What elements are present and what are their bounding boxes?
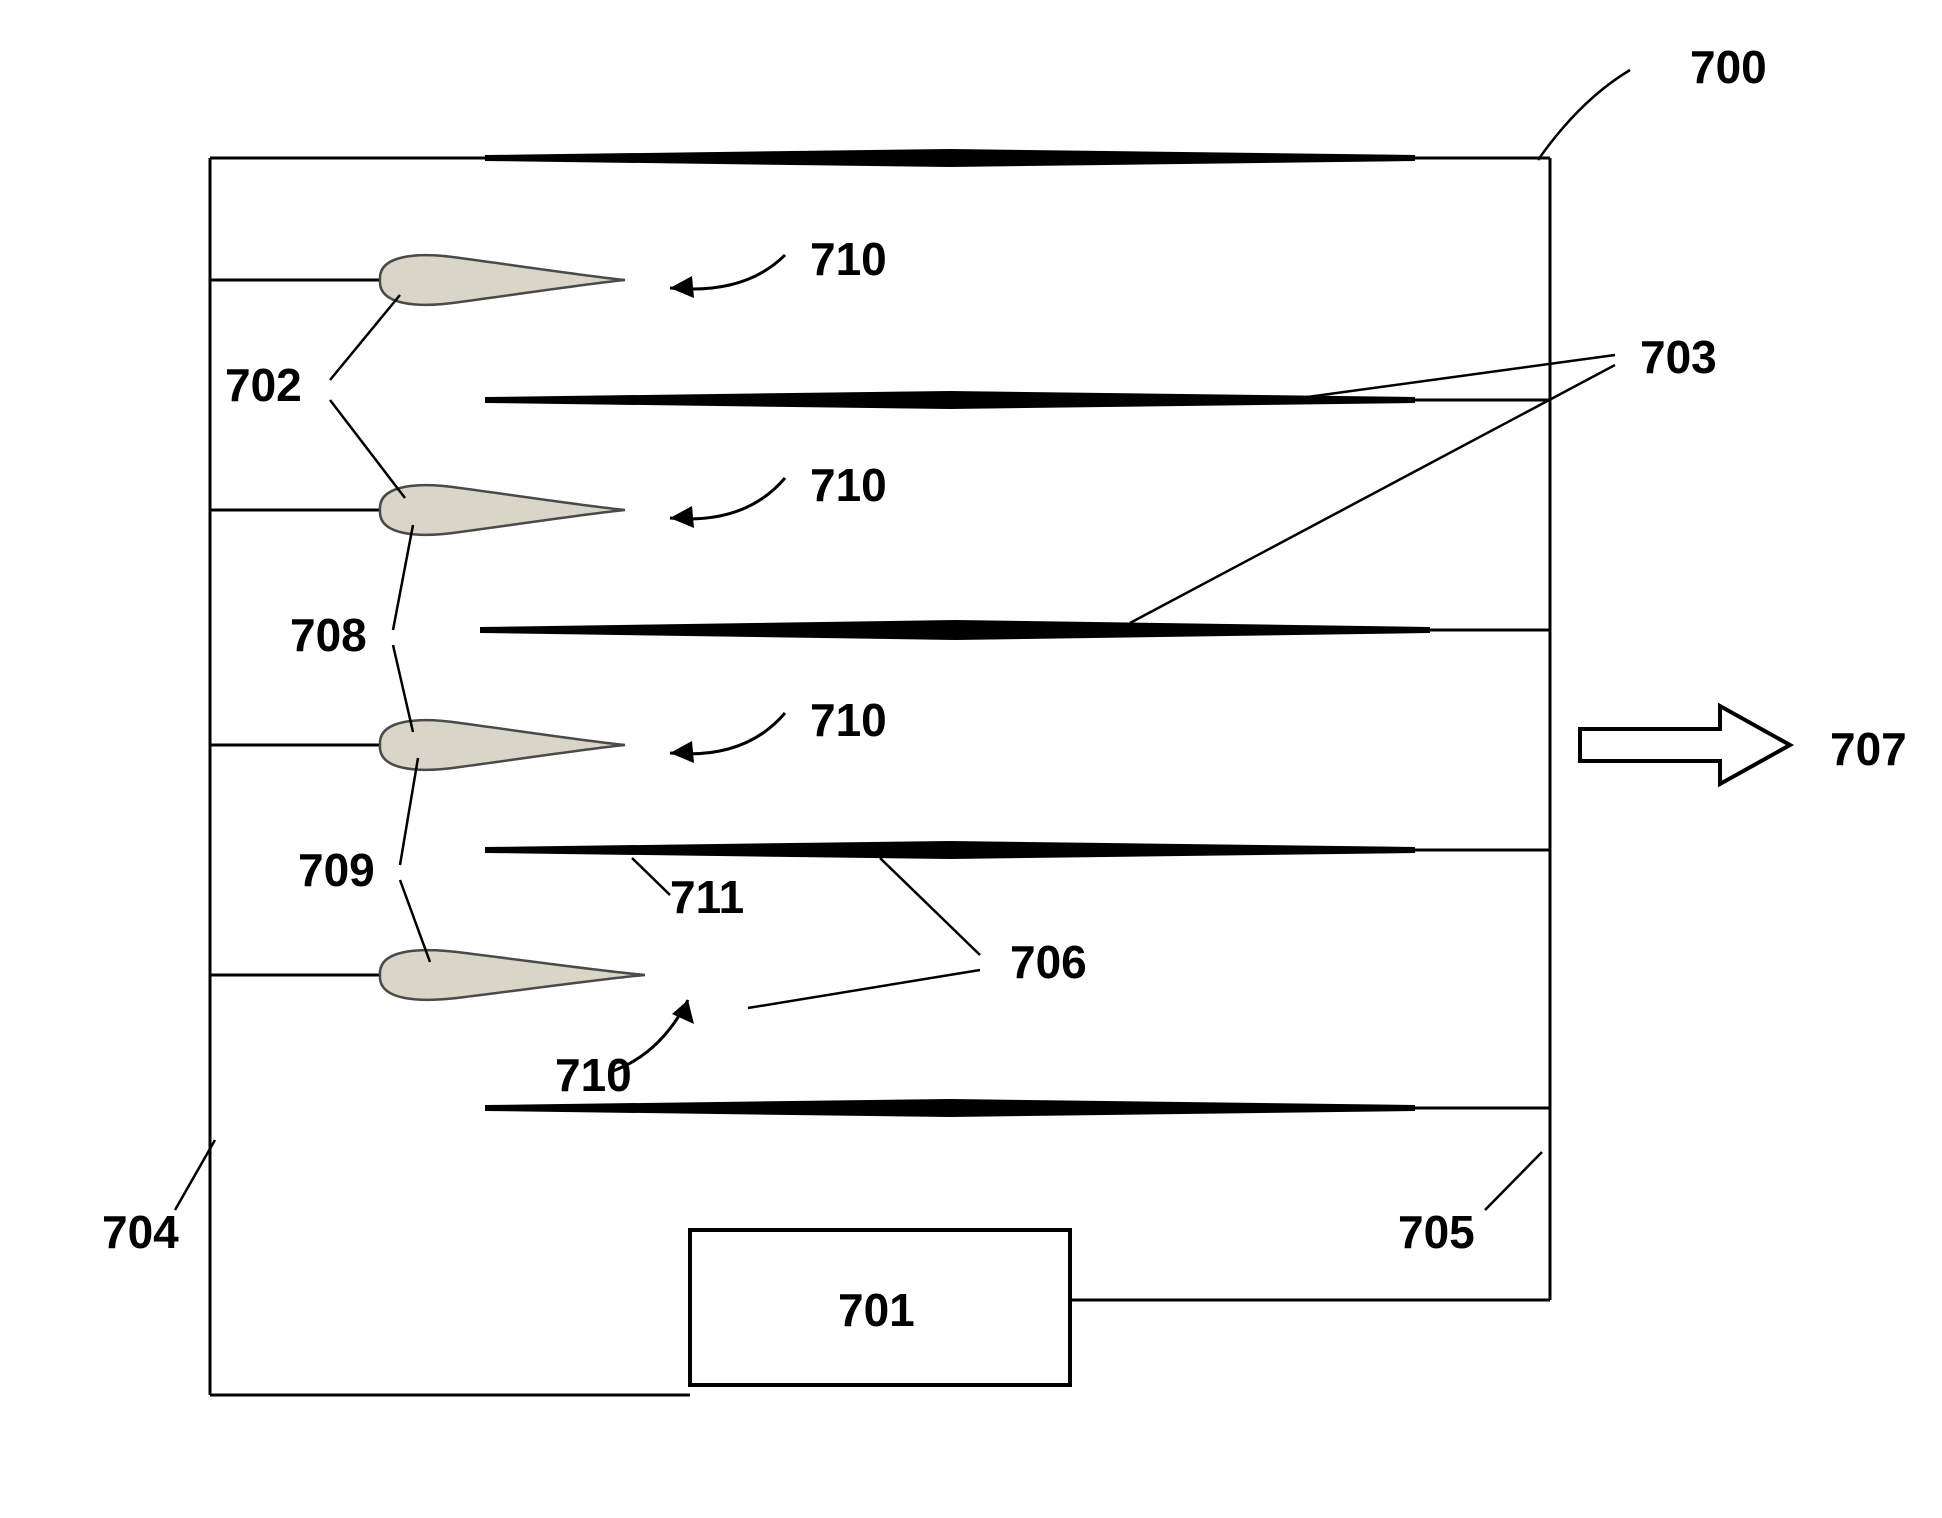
label-702: 702 [225, 358, 302, 412]
electrode-bar-2 [485, 391, 1415, 409]
label-706: 706 [1010, 935, 1087, 989]
electrode-bar-3 [480, 620, 1430, 640]
leader-705 [1485, 1152, 1542, 1210]
leader-708a [393, 525, 413, 630]
label-701: 701 [838, 1283, 915, 1337]
leader-709a [400, 758, 418, 865]
label-707: 707 [1830, 722, 1907, 776]
label-710-d: 710 [555, 1048, 632, 1102]
emitter-1 [380, 255, 625, 305]
diagram-canvas: { "layout": { "width_px": 1942, "height_… [0, 0, 1942, 1518]
leader-700 [1538, 70, 1630, 160]
electrode-bar-4 [485, 841, 1415, 859]
leader-706a [880, 858, 980, 955]
diagram-svg [0, 0, 1942, 1518]
callout-710-3-head [670, 741, 694, 763]
label-705: 705 [1398, 1205, 1475, 1259]
label-710-b: 710 [810, 458, 887, 512]
label-710-a: 710 [810, 232, 887, 286]
output-arrow [1580, 706, 1790, 784]
leader-702b [330, 400, 405, 498]
label-709: 709 [298, 843, 375, 897]
leader-lines [175, 70, 1630, 1210]
leader-706b [748, 970, 980, 1008]
leader-711 [632, 858, 670, 895]
label-703: 703 [1640, 330, 1717, 384]
callout-710-2-head [670, 506, 694, 528]
leader-702a [330, 295, 400, 380]
electrode-bar-1 [485, 149, 1415, 167]
label-704: 704 [102, 1205, 179, 1259]
emitter-4 [380, 950, 645, 1000]
label-700: 700 [1690, 40, 1767, 94]
leader-708b [393, 645, 413, 732]
label-710-c: 710 [810, 693, 887, 747]
label-711: 711 [670, 870, 744, 924]
callout-710-1-head [670, 276, 694, 298]
emitter-2 [380, 485, 625, 535]
callout-arrows-710 [610, 255, 785, 1072]
label-708: 708 [290, 608, 367, 662]
